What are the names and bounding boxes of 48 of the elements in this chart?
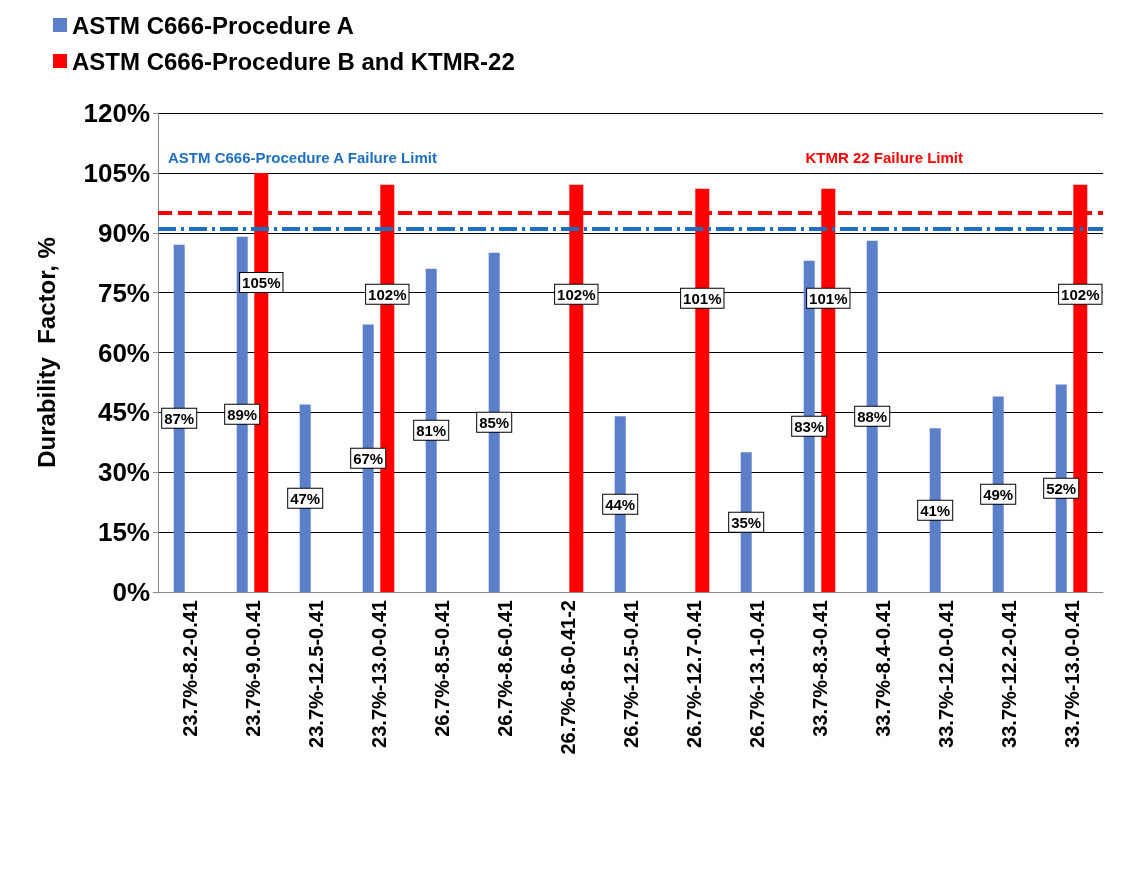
x-tick-label: 33.7%-13.0-0.41 — [1060, 600, 1083, 748]
y-tick-label: 15% — [97, 517, 150, 548]
data-label: 52% — [1046, 479, 1077, 497]
legend-label: ASTM C666-Procedure A — [72, 11, 354, 39]
data-label: 47% — [290, 489, 321, 507]
ref-line-label: KTMR 22 Failure Limit — [805, 148, 963, 166]
data-label: 101% — [809, 289, 848, 307]
data-label: 35% — [731, 513, 762, 531]
x-tick-label: 26.7%-12.7-0.41 — [682, 600, 705, 748]
x-tick-label: 26.7%-12.5-0.41 — [619, 600, 642, 748]
data-label: 105% — [242, 273, 281, 291]
data-label: 83% — [794, 417, 825, 435]
data-label: 87% — [164, 409, 195, 427]
data-label: 81% — [416, 421, 447, 439]
y-tick-label: 105% — [83, 157, 150, 188]
y-tick-label: 120% — [83, 98, 150, 128]
data-label: 85% — [479, 413, 510, 431]
x-tick-label: 33.7%-8.4-0.41 — [871, 600, 894, 737]
data-label: 44% — [605, 495, 636, 513]
y-tick-label: 0% — [112, 577, 150, 607]
data-label: 89% — [227, 405, 258, 423]
x-tick-label: 33.7%-12.2-0.41 — [997, 600, 1020, 748]
x-tick-label: 26.7%-8.6-0.41 — [493, 600, 516, 737]
x-tick-label: 23.7%-9.0-0.41 — [241, 600, 264, 737]
x-tick-label: 23.7%-13.0-0.41 — [367, 600, 390, 748]
y-tick-label: 30% — [97, 457, 150, 488]
ref-line-label: ASTM C666-Procedure A Failure Limit — [168, 148, 437, 166]
x-tick-label: 26.7%-13.1-0.41 — [745, 600, 768, 748]
x-tick-label: 23.7%-8.2-0.41 — [178, 600, 201, 737]
data-label: 102% — [368, 285, 407, 303]
data-label: 88% — [857, 407, 888, 425]
x-tick-label: 33.7%-12.0-0.41 — [934, 600, 957, 748]
y-tick-label: 90% — [97, 217, 150, 248]
x-tick-label: 26.7%-8.5-0.41 — [430, 600, 453, 737]
legend-label: ASTM C666-Procedure B and KTMR-22 — [72, 47, 515, 75]
y-tick-label: 75% — [97, 277, 150, 308]
data-label: 41% — [920, 501, 951, 519]
data-label: 49% — [983, 485, 1014, 503]
y-tick-label: 60% — [97, 337, 150, 368]
x-tick-label: 23.7%-12.5-0.41 — [304, 600, 327, 748]
y-tick-label: 45% — [97, 397, 150, 428]
data-label: 67% — [353, 449, 384, 467]
x-tick-label: 33.7%-8.3-0.41 — [808, 600, 831, 737]
x-tick-label: 26.7%-8.6-0.41-2 — [556, 600, 579, 755]
data-label: 102% — [557, 285, 596, 303]
data-label: 101% — [683, 289, 722, 307]
y-axis-title: Durability Factor, % — [32, 237, 60, 468]
data-label: 102% — [1061, 285, 1100, 303]
